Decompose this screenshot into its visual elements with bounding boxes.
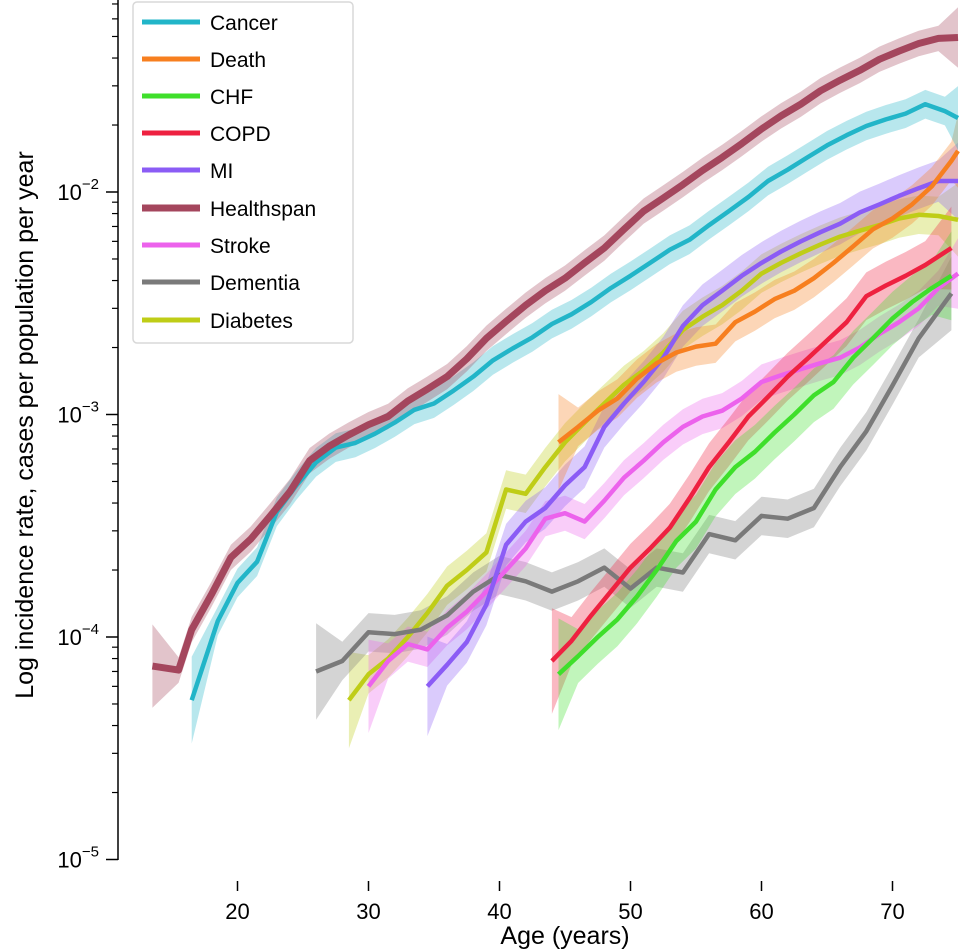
- series-line-death: [557, 149, 960, 445]
- legend-item-death: Death: [142, 49, 266, 72]
- y-axis-title: Log incidence rate, cases per population…: [11, 151, 39, 699]
- x-tick-label-50: 50: [618, 899, 642, 924]
- y-axis-tick-labels: 10−5 10−4 10−3 10−2: [57, 176, 99, 873]
- legend-label-cancer: Cancer: [210, 12, 278, 35]
- series-lines: [151, 34, 960, 702]
- x-tick-label-60: 60: [749, 899, 773, 924]
- legend-label-death: Death: [210, 49, 266, 72]
- series-line-chf: [556, 273, 953, 676]
- legend-label-dementia: Dementia: [210, 272, 300, 295]
- x-tick-label-30: 30: [356, 899, 380, 924]
- legend-frame: [132, 1, 354, 344]
- legend-label-copd: COPD: [210, 123, 271, 146]
- x-axis-title: Age (years): [500, 922, 629, 950]
- band-stroke: [368, 238, 958, 734]
- legend-label-mi: MI: [210, 160, 233, 183]
- x-tick-50: 50: [618, 881, 643, 924]
- legend-item-chf: CHF: [142, 86, 253, 109]
- series-line-copd: [550, 246, 953, 663]
- x-tick-30: 30: [356, 881, 381, 924]
- legend-item-dementia: Dementia: [142, 272, 300, 295]
- legend-item-healthspan: Healthspan: [142, 198, 316, 221]
- y-axis-ticks: [106, 3, 118, 861]
- legend-item-cancer: Cancer: [142, 12, 278, 35]
- x-tick-40: 40: [487, 881, 512, 924]
- series-line-diabetes: [347, 212, 959, 702]
- series-line-stroke: [366, 271, 960, 688]
- legend-label-stroke: Stroke: [210, 235, 271, 258]
- legend: Cancer Death CHF COPD MI Healthspan Stro…: [132, 1, 354, 344]
- y-tick-label-1e-3: 10−3: [57, 399, 99, 428]
- y-tick-label-1e-5-exp: −5: [82, 844, 99, 861]
- y-tick-label-1e-4: 10−4: [57, 621, 99, 650]
- legend-label-healthspan: Healthspan: [210, 198, 316, 221]
- x-tick-70: 70: [880, 881, 905, 924]
- band-mi: [427, 142, 958, 737]
- legend-item-copd: COPD: [142, 123, 271, 146]
- series-line-dementia: [315, 292, 954, 674]
- series-line-mi: [425, 178, 958, 688]
- y-tick-label-1e-2-exp: −2: [82, 176, 99, 193]
- y-tick-label-1e-3-base: 10: [57, 403, 81, 428]
- x-tick-20: 20: [225, 881, 250, 924]
- y-tick-label-1e-2: 10−2: [57, 176, 99, 205]
- legend-label-chf: CHF: [210, 86, 253, 109]
- y-tick-label-1e-3-exp: −3: [82, 399, 99, 416]
- y-tick-label-1e-5-base: 10: [57, 848, 81, 873]
- band-death: [558, 114, 958, 491]
- band-copd: [551, 206, 952, 714]
- x-tick-label-20: 20: [225, 899, 249, 924]
- x-tick-label-70: 70: [880, 899, 904, 924]
- legend-item-diabetes: Diabetes: [142, 310, 293, 333]
- x-tick-60: 60: [749, 881, 774, 924]
- legend-item-stroke: Stroke: [142, 235, 271, 258]
- legend-label-diabetes: Diabetes: [210, 310, 293, 333]
- y-tick-label-1e-5: 10−5: [57, 844, 99, 873]
- y-tick-label-1e-2-base: 10: [57, 180, 81, 205]
- series-line-cancer: [189, 101, 960, 701]
- x-axis: 20 30 40 50 60 70: [225, 881, 905, 924]
- y-tick-label-1e-4-exp: −4: [82, 621, 99, 638]
- y-tick-label-1e-4-base: 10: [57, 625, 81, 650]
- x-tick-label-40: 40: [487, 899, 511, 924]
- legend-item-mi: MI: [142, 160, 233, 183]
- series-line-healthspan: [151, 34, 959, 674]
